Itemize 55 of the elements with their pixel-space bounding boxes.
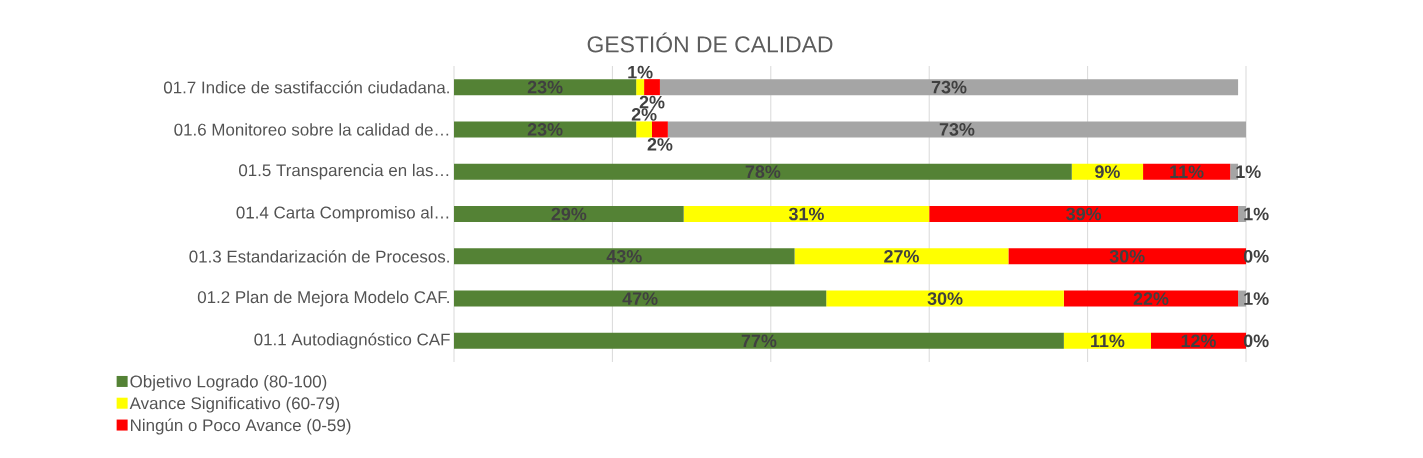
bar — [454, 121, 637, 138]
data-label: 30% — [1109, 249, 1145, 263]
bar — [454, 206, 684, 222]
y-tick-label: 01.5 Transparencia en las… — [239, 163, 449, 180]
data-label: 77% — [741, 334, 777, 348]
y-tick-label: 01.4 Carta Compromiso al… — [236, 206, 449, 222]
data-label: 22% — [1133, 292, 1169, 305]
data-label: 43% — [606, 249, 642, 263]
bar — [454, 248, 795, 265]
data-label: 1% — [1244, 207, 1269, 221]
data-label: 9% — [1095, 165, 1120, 179]
chart-title: GESTIÓN DE CALIDAD — [587, 32, 833, 53]
data-label: 47% — [622, 292, 658, 305]
data-label: 73% — [931, 80, 967, 94]
data-label: 27% — [884, 249, 919, 263]
bar — [652, 121, 668, 138]
bar — [659, 79, 1239, 96]
y-tick-label: 01.3 Estandarización de Procesos. — [189, 249, 449, 263]
y-tick-label: 01.6 Monitoreo sobre la calidad de… — [174, 123, 449, 136]
data-label: 1% — [628, 65, 653, 79]
bar — [929, 206, 1239, 222]
data-label: 12% — [1181, 334, 1216, 348]
data-label: 31% — [788, 207, 824, 221]
bar — [826, 290, 1064, 307]
bar — [644, 79, 660, 96]
data-label: 11% — [1091, 334, 1125, 348]
bar — [667, 121, 1247, 138]
bar — [683, 206, 930, 222]
data-label: 29% — [551, 207, 587, 221]
bar — [454, 79, 637, 96]
data-label: 23% — [527, 123, 563, 136]
legend-label: Ningún o Poco Avance (0-59) — [131, 418, 351, 435]
data-label: 23% — [527, 80, 563, 94]
bar — [454, 290, 827, 307]
data-label: 39% — [1066, 207, 1102, 221]
data-label: 73% — [939, 123, 975, 136]
y-tick-label: 01.1 Autodiagnóstico CAF — [254, 332, 450, 349]
y-tick-label: 01.7 Indice de sastifacción ciudadana. — [163, 80, 449, 94]
data-label: 11% — [1170, 165, 1204, 179]
legend-label: Avance Significativo (60-79) — [129, 396, 340, 413]
bar — [794, 248, 1009, 265]
data-label: 78% — [745, 165, 781, 179]
data-label: 1% — [1244, 292, 1269, 305]
data-label: 2% — [639, 95, 665, 109]
bar — [636, 121, 652, 138]
bar — [454, 332, 1064, 349]
data-label: 30% — [927, 292, 963, 305]
data-label: 2% — [647, 138, 673, 151]
bar — [454, 163, 1072, 180]
legend-label: Objetivo Logrado (80-100) — [130, 375, 327, 391]
data-label: 2% — [631, 108, 657, 121]
bar — [636, 79, 645, 96]
bar — [1063, 290, 1239, 307]
data-label: 1% — [1236, 165, 1261, 179]
y-tick-label: 01.2 Plan de Mejora Modelo CAF. — [197, 290, 449, 307]
